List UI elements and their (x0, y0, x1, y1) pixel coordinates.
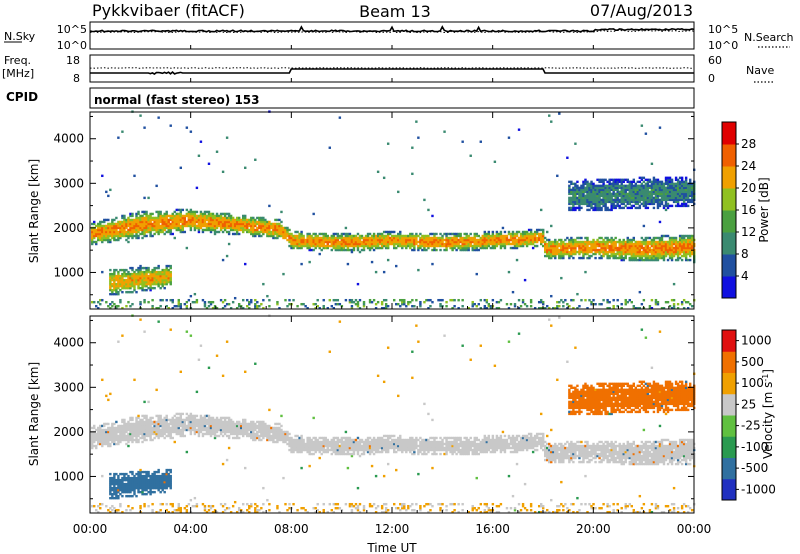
colorbar-swatch (722, 210, 736, 233)
colorbar-tick-label: -1000 (741, 482, 776, 496)
colorbar-tick-label: 24 (741, 159, 756, 173)
power-colorbar: 4 8 12 16 20 24 28 (721, 121, 756, 299)
power-y-axis-label: Slant Range [km] (27, 159, 41, 263)
time-axis: 00:00 04:00 08:00 12:00 16:00 20:00 00:00 (73, 45, 712, 536)
cpid-panel: CPID normal (fast stereo) 153 (6, 87, 695, 109)
colorbar-swatch (722, 122, 736, 145)
colorbar-tick-label: 1000 (741, 334, 772, 348)
colorbar-tick-label: 4 (741, 269, 749, 283)
date-title: 07/Aug/2013 (590, 1, 693, 20)
colorbar-tick-label: 12 (741, 225, 756, 239)
y-tick-label: 3000 (53, 380, 84, 394)
colorbar-swatch (722, 351, 736, 373)
x-tick-label: 16:00 (475, 522, 510, 536)
power-heatmap (91, 110, 696, 310)
colorbar-swatch (722, 415, 736, 437)
freq-unit-label: [MHz] (2, 67, 34, 80)
noise-right-tick-bottom: 10^0 (708, 39, 738, 52)
noise-right-label: N.Search (744, 31, 794, 44)
velocity-panel: 1000 2000 3000 4000 Slant Range [km] 1000 50… (27, 314, 776, 514)
beam-title: Beam 13 (359, 2, 431, 21)
velocity-y-axis-label: Slant Range [km] (27, 362, 41, 466)
freq-tick-top: 18 (66, 54, 80, 67)
frequency-panel: Freq. [MHz] 18 8 60 0 Nave (2, 54, 774, 85)
velocity-colorbar: 1000 500 100 25 -25 -100 -500 -1000 (721, 329, 776, 501)
freq-tick-bottom: 8 (73, 72, 80, 85)
colorbar-swatch (722, 166, 736, 189)
colorbar-tick-label: -500 (741, 461, 768, 475)
colorbar-swatch (722, 393, 736, 416)
colorbar-swatch (722, 188, 736, 211)
colorbar-swatch (722, 372, 736, 395)
noise-right-tick-top: 10^5 (708, 23, 738, 36)
colorbar-swatch (722, 478, 736, 501)
colorbar-tick-label: -25 (741, 419, 761, 433)
colorbar-tick-label: 16 (741, 203, 756, 217)
colorbar-tick-label: 28 (741, 137, 756, 151)
nave-tick-bottom: 0 (708, 72, 715, 85)
colorbar-swatch (722, 457, 736, 480)
y-tick-label: 2000 (53, 221, 84, 235)
x-tick-label: 08:00 (274, 522, 309, 536)
nave-tick-top: 60 (708, 54, 722, 67)
x-tick-label: 12:00 (375, 522, 410, 536)
velocity-heatmap (91, 314, 696, 514)
velocity-y-axis: 1000 2000 3000 4000 (53, 319, 694, 500)
freq-label: Freq. (4, 54, 31, 67)
y-tick-label: 1000 (53, 265, 84, 279)
y-tick-label: 4000 (53, 336, 84, 350)
frequency-line (90, 68, 694, 75)
nave-label: Nave (746, 64, 774, 77)
colorbar-swatch (722, 436, 736, 458)
colorbar-swatch (722, 330, 736, 352)
time-axis-label: Time UT (366, 541, 417, 554)
colorbar-swatch (722, 276, 736, 299)
colorbar-swatch (722, 254, 736, 277)
cpid-label: CPID (6, 90, 38, 104)
colorbar-swatch (722, 232, 736, 255)
cpid-text: normal (fast stereo) 153 (94, 93, 260, 107)
x-tick-label: 00:00 (73, 522, 108, 536)
colorbar-tick-label: 20 (741, 181, 756, 195)
x-tick-label: 00:00 (677, 522, 712, 536)
y-tick-label: 3000 (53, 176, 84, 190)
colorbar-swatch (722, 144, 736, 167)
power-y-axis: 1000 2000 3000 4000 (53, 115, 694, 296)
noise-sky-line (89, 25, 695, 33)
colorbar-tick-label: 25 (741, 397, 756, 411)
x-tick-label: 04:00 (173, 522, 208, 536)
colorbar-tick-label: 100 (741, 376, 764, 390)
noise-left-label: N.Sky (4, 30, 36, 43)
colorbar-tick-label: -100 (741, 440, 768, 454)
y-tick-label: 1000 (53, 469, 84, 483)
station-title: Pykkvibaer (fitACF) (92, 1, 245, 20)
x-tick-label: 20:00 (576, 522, 611, 536)
y-tick-label: 4000 (53, 132, 84, 146)
power-panel: 1000 2000 3000 4000 Slant Range [km] 4 8 12 16… (27, 110, 771, 310)
noise-left-tick-bottom: 10^0 (57, 39, 87, 52)
y-tick-label: 2000 (53, 425, 84, 439)
colorbar-tick-label: 500 (741, 355, 764, 369)
colorbar-tick-label: 8 (741, 247, 749, 261)
noise-left-tick-top: 10^5 (57, 23, 87, 36)
noise-panel: N.Sky 10^5 10^0 10^5 10^0 N.Search (4, 21, 794, 52)
power-colorbar-label: Power [dB] (757, 177, 771, 242)
velocity-colorbar-label: Velocity [m s-1] (761, 369, 776, 459)
